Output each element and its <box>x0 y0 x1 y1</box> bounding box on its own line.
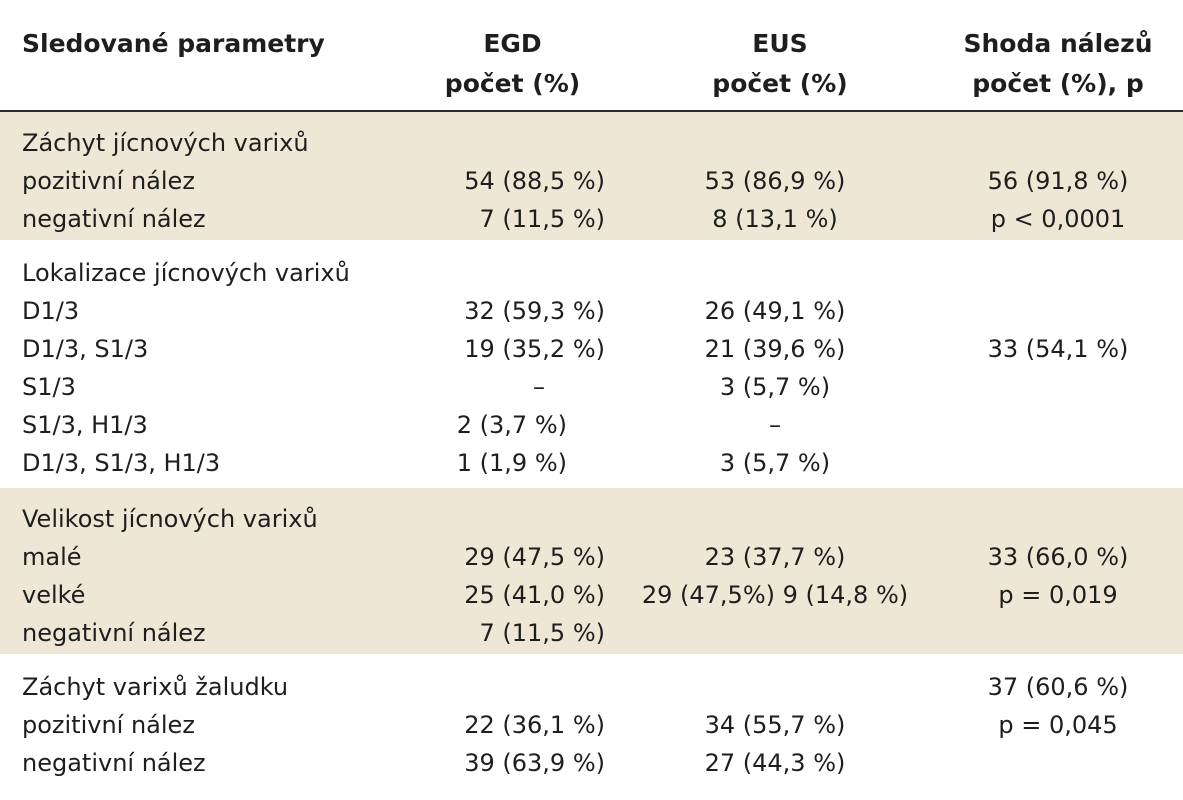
header-egd-unit: počet (%) <box>444 69 581 98</box>
egd-value: 32 (59,3 %) <box>464 297 605 325</box>
shoda-value: 37 (60,6 %) <box>987 673 1129 701</box>
shoda-value <box>948 406 1168 444</box>
param-label: D1/3, S1/3, H1/3 <box>22 449 221 477</box>
section-title: Záchyt varixů žaludku <box>22 673 289 701</box>
shoda-column: 37 (60,6 %) p = 0,045 <box>948 668 1168 782</box>
param-label: negativní nález <box>22 205 206 233</box>
egd-value: 54 (88,5 %) <box>464 167 605 195</box>
egd-value: 1 (1,9 %) <box>456 449 567 477</box>
section-title: Lokalizace jícnových varixů <box>22 259 350 287</box>
shoda-value <box>948 614 1168 652</box>
shoda-value <box>948 254 1168 292</box>
eus-value: 23 (37,7 %) <box>704 543 846 571</box>
section-esophageal-localization: Lokalizace jícnových varixů D1/3 D1/3, S… <box>0 242 1183 488</box>
eus-value: 26 (49,1 %) <box>704 297 846 325</box>
eus-value: 34 (55,7 %) <box>704 711 846 739</box>
header-eus-unit: počet (%) <box>712 69 848 98</box>
shoda-value: 33 (54,1 %) <box>987 335 1129 363</box>
eus-value <box>620 500 930 538</box>
egd-column: 29 (47,5 %) 25 (41,0 %) 7 (11,5 %) <box>390 500 605 652</box>
eus-column: 26 (49,1 %) 21 (39,6 %) 3 (5,7 %) – 3 (5… <box>620 254 930 482</box>
header-param: Sledované parametry <box>22 24 325 64</box>
egd-value: 7 (11,5 %) <box>479 619 606 647</box>
param-label: negativní nález <box>22 749 206 777</box>
eus-value: 29 (47,5%) 9 (14,8 %) <box>641 581 909 609</box>
param-label: negativní nález <box>22 619 206 647</box>
shoda-value: p = 0,019 <box>998 581 1118 609</box>
param-label: D1/3, S1/3 <box>22 335 149 363</box>
egd-value <box>390 500 605 538</box>
egd-value: 39 (63,9 %) <box>464 749 605 777</box>
header-shoda-unit: počet (%), p <box>972 69 1144 98</box>
egd-value: – <box>533 373 545 401</box>
shoda-value <box>948 744 1168 782</box>
param-label: velké <box>22 581 86 609</box>
egd-value <box>390 124 605 162</box>
shoda-column: 33 (66,0 %) p = 0,019 <box>948 500 1168 652</box>
param-label: S1/3, H1/3 <box>22 411 148 439</box>
eus-value: 8 (13,1 %) <box>712 205 838 233</box>
egd-value: 2 (3,7 %) <box>456 411 567 439</box>
egd-value <box>390 668 605 706</box>
param-column: Velikost jícnových varixů malé velké neg… <box>22 500 318 652</box>
header-param-label: Sledované parametry <box>22 29 325 58</box>
eus-value <box>620 614 930 652</box>
egd-value: 19 (35,2 %) <box>464 335 605 363</box>
egd-value: 29 (47,5 %) <box>464 543 605 571</box>
section-esophageal-detection: Záchyt jícnových varixů pozitivní nález … <box>0 112 1183 242</box>
header-eus: EUS počet (%) <box>640 24 920 104</box>
param-label: S1/3 <box>22 373 76 401</box>
header-shoda: Shoda nálezů počet (%), p <box>948 24 1168 104</box>
shoda-value: p = 0,045 <box>998 711 1118 739</box>
shoda-value: 56 (91,8 %) <box>987 167 1129 195</box>
shoda-value <box>948 444 1168 482</box>
shoda-value: 33 (66,0 %) <box>987 543 1129 571</box>
eus-value: 3 (5,7 %) <box>719 449 831 477</box>
eus-value: 27 (44,3 %) <box>704 749 846 777</box>
egd-value <box>390 254 605 292</box>
egd-value: 22 (36,1 %) <box>464 711 605 739</box>
shoda-column: 33 (54,1 %) <box>948 254 1168 482</box>
section-title: Záchyt jícnových varixů <box>22 129 309 157</box>
param-label: pozitivní nález <box>22 711 195 739</box>
header-egd: EGD počet (%) <box>420 24 605 104</box>
param-label: pozitivní nález <box>22 167 195 195</box>
param-label: D1/3 <box>22 297 80 325</box>
shoda-value: p < 0,0001 <box>990 205 1126 233</box>
param-column: Záchyt varixů žaludku pozitivní nález ne… <box>22 668 288 782</box>
egd-value: 25 (41,0 %) <box>464 581 605 609</box>
eus-value <box>620 124 930 162</box>
shoda-value <box>948 292 1168 330</box>
header-shoda-title: Shoda nálezů <box>963 29 1153 58</box>
shoda-value <box>948 500 1168 538</box>
egd-column: 54 (88,5 %) 7 (11,5 %) <box>390 124 605 238</box>
shoda-value <box>948 124 1168 162</box>
eus-column: 23 (37,7 %) 29 (47,5%) 9 (14,8 %) <box>620 500 930 652</box>
eus-value <box>620 668 930 706</box>
section-title: Velikost jícnových varixů <box>22 505 318 533</box>
section-esophageal-size: Velikost jícnových varixů malé velké neg… <box>0 488 1183 656</box>
egd-column: 32 (59,3 %) 19 (35,2 %) – 2 (3,7 %) 1 (1… <box>390 254 605 482</box>
eus-value: 3 (5,7 %) <box>719 373 831 401</box>
shoda-column: 56 (91,8 %) p < 0,0001 <box>948 124 1168 238</box>
shoda-value <box>948 368 1168 406</box>
param-column: Záchyt jícnových varixů pozitivní nález … <box>22 124 309 238</box>
header-egd-title: EGD <box>483 29 542 58</box>
header-eus-title: EUS <box>752 29 808 58</box>
eus-value: 53 (86,9 %) <box>704 167 846 195</box>
egd-column: 22 (36,1 %) 39 (63,9 %) <box>390 668 605 782</box>
eus-column: 53 (86,9 %) 8 (13,1 %) <box>620 124 930 238</box>
param-label: malé <box>22 543 82 571</box>
eus-value: – <box>769 411 781 439</box>
section-gastric-detection: Záchyt varixů žaludku pozitivní nález ne… <box>0 656 1183 800</box>
param-column: Lokalizace jícnových varixů D1/3 D1/3, S… <box>22 254 350 482</box>
eus-column: 34 (55,7 %) 27 (44,3 %) <box>620 668 930 782</box>
eus-value: 21 (39,6 %) <box>704 335 846 363</box>
table-header: Sledované parametry EGD počet (%) EUS po… <box>0 0 1183 112</box>
egd-value: 7 (11,5 %) <box>479 205 606 233</box>
eus-value <box>620 254 930 292</box>
